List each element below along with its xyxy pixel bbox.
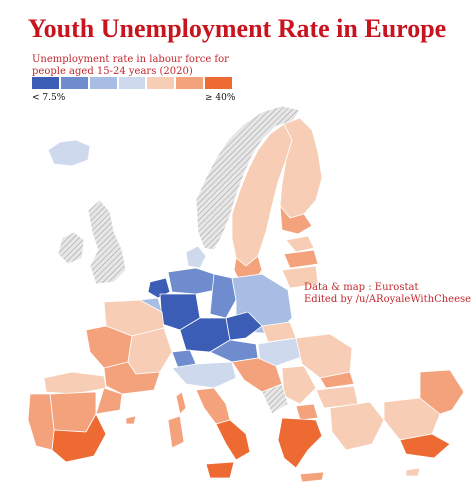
region-sardinia: [167, 415, 185, 449]
region-spain-south: [51, 413, 107, 463]
region-czechia: [225, 311, 263, 341]
region-serbia: [281, 365, 317, 405]
legend-low-label: < 7.5%: [32, 93, 66, 103]
legend-swatch-2: [60, 77, 88, 89]
region-cyprus: [405, 467, 421, 477]
region-italy-south: [215, 419, 251, 461]
region-latvia: [283, 249, 319, 269]
region-turkey-west: [329, 401, 385, 451]
color-legend: [32, 77, 233, 89]
region-greece: [277, 417, 323, 469]
region-iceland: [47, 139, 91, 167]
map-title: Youth Unemployment Rate in Europe: [27, 14, 447, 43]
legend-swatch-6: [176, 77, 204, 89]
region-spain-north: [43, 371, 107, 395]
legend-high-label: ≥ 40%: [205, 93, 236, 103]
legend-swatch-7: [205, 77, 233, 89]
europe-map: [27, 105, 465, 483]
region-ireland: [57, 231, 85, 265]
region-sicily: [205, 461, 235, 479]
region-portugal: [27, 393, 55, 451]
region-uk: [87, 199, 127, 285]
region-italy-central: [195, 387, 231, 425]
region-estonia: [285, 235, 315, 253]
legend-swatch-3: [89, 77, 117, 89]
legend-swatch-1: [32, 77, 59, 89]
region-germany-north: [167, 267, 217, 295]
map-subtitle: Unemployment rate in labour force for pe…: [32, 54, 229, 77]
region-crete: [299, 471, 325, 483]
region-finland-south: [279, 205, 313, 235]
legend-swatch-4: [118, 77, 146, 89]
legend-swatch-5: [147, 77, 175, 89]
credits-editor: Edited by /u/ARoyaleWithCheese: [304, 294, 472, 305]
region-turkey-east: [419, 369, 465, 415]
region-north-macedonia: [295, 403, 319, 421]
region-denmark: [185, 245, 207, 269]
region-austria: [209, 339, 259, 363]
region-turkey-southeast: [399, 433, 451, 459]
region-hungary: [257, 337, 305, 367]
region-bosnia-montenegro: [261, 383, 289, 415]
region-france-south: [103, 361, 161, 395]
region-corsica: [175, 391, 187, 415]
region-romania-south: [319, 371, 355, 389]
map-credits: Data & map : Eurostat Edited by /u/ARoya…: [304, 282, 471, 306]
credits-source: Data & map : Eurostat: [304, 282, 419, 293]
region-italy-north: [171, 361, 237, 389]
region-lithuania: [281, 265, 319, 289]
region-spain-northeast: [95, 387, 123, 415]
region-norway: [195, 105, 301, 251]
region-balearic: [125, 415, 137, 425]
